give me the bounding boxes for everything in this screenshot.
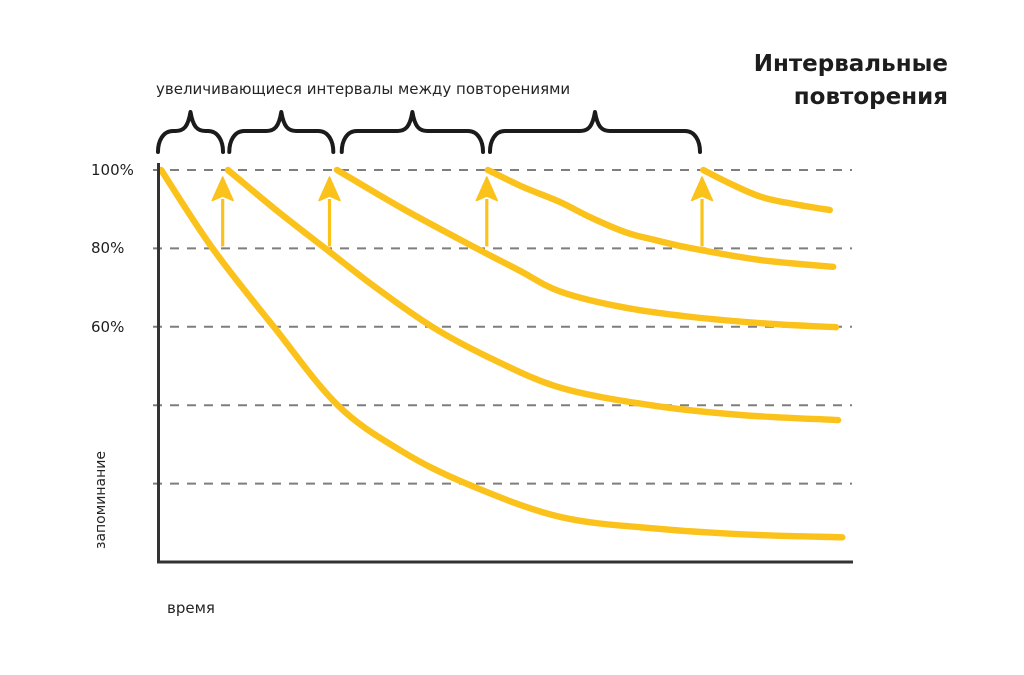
- interval-brace-icon-1: [155, 110, 226, 154]
- arrow-up-icon-3: [475, 176, 499, 202]
- intervals-annotation: увеличивающиеся интервалы между повторен…: [156, 80, 571, 98]
- y-axis-title: запоминание: [93, 451, 109, 549]
- forgetting-curve-3: [333, 166, 840, 331]
- arrow-up-icon-4: [690, 176, 714, 202]
- forgetting-curves: [157, 166, 846, 541]
- interval-brace-icon-4: [487, 110, 703, 154]
- arrow-up-icon-2: [318, 176, 341, 202]
- interval-brace-icon-3: [339, 110, 486, 154]
- review-arrows: [211, 176, 714, 247]
- y-tick-label-60: 60%: [91, 317, 125, 336]
- interval-braces: [155, 110, 703, 154]
- y-tick-label-100: 100%: [91, 161, 134, 179]
- interval-brace-icon-2: [227, 110, 336, 154]
- review-arrow-2: [318, 176, 341, 247]
- chart-title: Интервальные повторения: [754, 48, 948, 114]
- y-tick-label-80: 80%: [91, 239, 125, 258]
- review-arrow-1: [211, 176, 234, 247]
- review-arrow-3: [475, 176, 499, 247]
- forgetting-curve-4: [484, 166, 837, 270]
- chart-title-line-1: Интервальные: [753, 51, 948, 77]
- x-axis-title: время: [167, 599, 215, 617]
- forgetting-curve-2: [224, 166, 842, 424]
- arrow-up-icon-1: [211, 176, 234, 202]
- gridlines: [153, 169, 852, 485]
- review-arrow-4: [690, 176, 714, 247]
- forgetting-curve-5: [700, 166, 833, 214]
- chart-title-line-2: повторения: [793, 84, 948, 110]
- forgetting-curve-1: [157, 166, 846, 541]
